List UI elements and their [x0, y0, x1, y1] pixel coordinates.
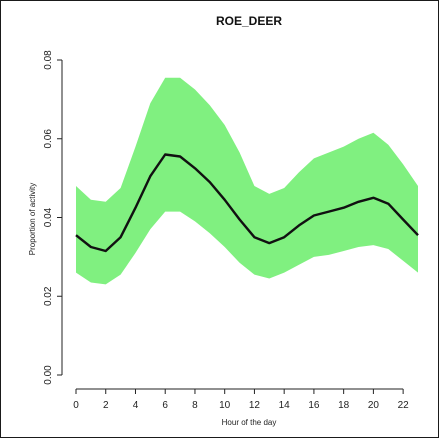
x-tick-label: 10: [219, 400, 231, 411]
chart-title: ROE_DEER: [216, 14, 282, 28]
y-axis-label: Proportion of activity: [28, 183, 37, 255]
x-tick-label: 2: [103, 400, 109, 411]
x-tick-label: 14: [279, 400, 291, 411]
x-tick-label: 8: [192, 400, 198, 411]
y-tick-label: 0.04: [43, 207, 54, 227]
x-tick-label: 18: [338, 400, 350, 411]
x-tick-label: 20: [368, 400, 380, 411]
x-tick-label: 12: [249, 400, 261, 411]
y-tick-label: 0.02: [43, 286, 54, 306]
y-tick-label: 0.08: [43, 50, 54, 70]
x-axis-label: Hour of the day: [222, 418, 277, 427]
mean-activity-line: [75, 153, 419, 253]
x-tick-label: 22: [398, 400, 410, 411]
x-tick-label: 6: [162, 400, 168, 411]
x-tick-label: 4: [133, 400, 139, 411]
confidence-band: [76, 77, 418, 285]
y-tick-label: 0.06: [43, 129, 54, 149]
y-tick-label: 0.00: [43, 365, 54, 385]
x-tick-label: 16: [308, 400, 320, 411]
x-tick-label: 0: [73, 400, 79, 411]
